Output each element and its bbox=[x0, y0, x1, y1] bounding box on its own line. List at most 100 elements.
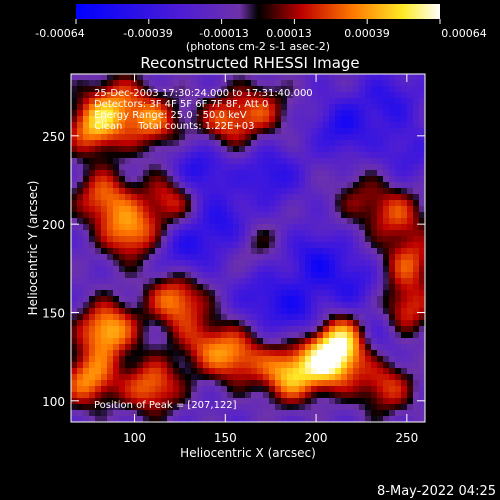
heatmap-cell bbox=[125, 260, 132, 267]
heatmap-cell bbox=[137, 86, 144, 93]
heatmap-cell bbox=[395, 86, 402, 93]
heatmap-cell bbox=[197, 194, 204, 201]
heatmap-cell bbox=[257, 326, 264, 333]
heatmap-cell bbox=[293, 308, 300, 315]
heatmap-cell bbox=[233, 110, 240, 117]
heatmap-cell bbox=[317, 218, 324, 225]
heatmap-cell bbox=[149, 200, 156, 207]
heatmap-cell bbox=[215, 254, 222, 261]
heatmap-cell bbox=[191, 296, 198, 303]
heatmap-cell bbox=[125, 392, 132, 399]
heatmap-cell bbox=[377, 416, 384, 422]
heatmap-cell bbox=[245, 302, 252, 309]
heatmap-cell bbox=[131, 230, 138, 237]
heatmap-cell bbox=[77, 332, 84, 339]
heatmap-cell bbox=[203, 326, 210, 333]
heatmap-cell bbox=[221, 146, 228, 153]
heatmap-cell bbox=[95, 74, 102, 81]
heatmap-cell bbox=[113, 266, 120, 273]
heatmap-cell bbox=[317, 122, 324, 129]
heatmap-cell bbox=[305, 260, 312, 267]
heatmap-cell bbox=[143, 74, 150, 81]
heatmap-cell bbox=[287, 128, 294, 135]
heatmap-cell bbox=[101, 326, 108, 333]
heatmap-cell bbox=[401, 398, 408, 405]
heatmap-cell bbox=[377, 152, 384, 159]
heatmap-cell bbox=[233, 380, 240, 387]
heatmap-cell bbox=[245, 206, 252, 213]
heatmap-cell bbox=[419, 374, 425, 381]
heatmap-cell bbox=[179, 266, 186, 273]
heatmap-cell bbox=[215, 362, 222, 369]
heatmap-cell bbox=[407, 392, 414, 399]
heatmap-cell bbox=[275, 266, 282, 273]
heatmap-cell bbox=[245, 122, 252, 129]
heatmap-cell bbox=[317, 134, 324, 141]
heatmap-cell bbox=[155, 236, 162, 243]
heatmap-cell bbox=[335, 272, 342, 279]
heatmap-cell bbox=[233, 404, 240, 411]
heatmap-cell bbox=[161, 368, 168, 375]
heatmap-cell bbox=[215, 104, 222, 111]
heatmap-cell bbox=[263, 194, 270, 201]
heatmap-cell bbox=[89, 218, 96, 225]
heatmap-cell bbox=[125, 266, 132, 273]
heatmap-cell bbox=[287, 284, 294, 291]
heatmap-cell bbox=[407, 344, 414, 351]
heatmap-cell bbox=[197, 140, 204, 147]
heatmap-cell bbox=[137, 410, 144, 417]
heatmap-cell bbox=[269, 398, 276, 405]
heatmap-cell bbox=[113, 254, 120, 261]
heatmap-cell bbox=[89, 212, 96, 219]
heatmap-cell bbox=[299, 416, 306, 422]
heatmap-cell bbox=[131, 218, 138, 225]
heatmap-cell bbox=[401, 344, 408, 351]
heatmap-cell bbox=[251, 152, 258, 159]
heatmap-cell bbox=[389, 170, 396, 177]
heatmap-cell bbox=[209, 308, 216, 315]
heatmap-cell bbox=[119, 398, 126, 405]
heatmap-cell bbox=[365, 344, 372, 351]
heatmap-cell bbox=[89, 362, 96, 369]
heatmap-cell bbox=[305, 212, 312, 219]
heatmap-cell bbox=[71, 296, 78, 303]
heatmap-cell bbox=[155, 164, 162, 171]
heatmap-cell bbox=[287, 326, 294, 333]
heatmap-cell bbox=[83, 284, 90, 291]
heatmap-cell bbox=[293, 356, 300, 363]
heatmap-cell bbox=[131, 356, 138, 363]
heatmap-cell bbox=[305, 308, 312, 315]
heatmap-cell bbox=[179, 416, 186, 422]
heatmap-cell bbox=[83, 314, 90, 321]
heatmap-cell bbox=[293, 416, 300, 422]
heatmap-cell bbox=[119, 182, 126, 189]
heatmap-cell bbox=[407, 368, 414, 375]
heatmap-cell bbox=[203, 254, 210, 261]
heatmap-cell bbox=[383, 86, 390, 93]
heatmap-cell bbox=[203, 320, 210, 327]
heatmap-cell bbox=[173, 92, 180, 99]
heatmap-cell bbox=[167, 92, 174, 99]
heatmap-cell bbox=[233, 230, 240, 237]
heatmap-cell bbox=[155, 134, 162, 141]
heatmap-cell bbox=[149, 176, 156, 183]
heatmap-cell bbox=[413, 230, 420, 237]
heatmap-cell bbox=[359, 242, 366, 249]
y-tick-label-0: 100 bbox=[42, 395, 65, 409]
heatmap-cell bbox=[269, 236, 276, 243]
heatmap-cell bbox=[89, 176, 96, 183]
heatmap-cell bbox=[329, 230, 336, 237]
heatmap-cell bbox=[197, 224, 204, 231]
heatmap-cell bbox=[239, 314, 246, 321]
heatmap-cell bbox=[395, 308, 402, 315]
heatmap-cell bbox=[263, 86, 270, 93]
heatmap-cell bbox=[101, 116, 108, 123]
heatmap-cell bbox=[185, 152, 192, 159]
heatmap-cell bbox=[287, 290, 294, 297]
heatmap-cell bbox=[395, 290, 402, 297]
heatmap-cell bbox=[137, 308, 144, 315]
heatmap-cell bbox=[263, 212, 270, 219]
heatmap-cell bbox=[119, 194, 126, 201]
heatmap-cell bbox=[71, 194, 78, 201]
heatmap-cell bbox=[407, 182, 414, 189]
